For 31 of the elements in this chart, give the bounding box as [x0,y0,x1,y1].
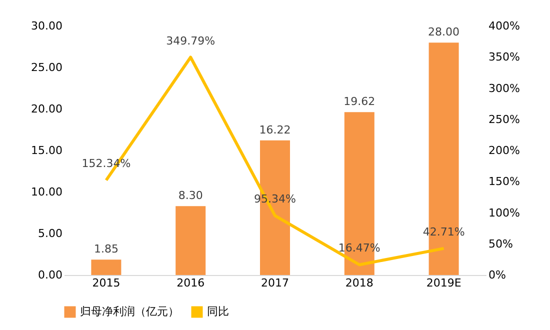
x-tick-label: 2017 [261,276,289,290]
y2-tick-label: 300% [488,82,520,95]
data-label: 1.85 [94,242,118,256]
data-label: 19.62 [344,95,376,108]
y-tick-label: 30.00 [31,20,62,32]
y2-tick-label: 150% [488,175,520,188]
x-tick-label: 2018 [345,276,374,290]
y2-tick-label: 100% [488,206,520,220]
bar [176,206,206,275]
y-tick-label: 10.00 [31,186,62,198]
y2-tick-label: 50% [488,237,513,250]
y2-tick-label: 250% [488,112,520,126]
x-tick-label: 2019E [426,276,462,290]
legend-label: 同比 [207,305,229,318]
data-label: 8.30 [178,189,203,202]
y-tick-label: 0.00 [38,268,62,282]
data-label: 16.22 [259,123,291,136]
data-label: 28.00 [428,26,460,39]
data-label: 349.79% [166,34,216,48]
y2-tick-label: 0% [488,268,506,282]
y2-tick-label: 200% [488,144,520,157]
y2-tick-label: 400% [488,20,520,32]
x-tick-label: 2015 [92,276,120,290]
y2-tick-label: 350% [488,50,520,64]
y-tick-label: 25.00 [31,61,62,74]
y-tick-label: 5.00 [38,227,62,240]
legend-label: 归母净利润（亿元） [80,305,179,318]
x-tick-label: 2016 [176,276,205,290]
y-tick-label: 20.00 [31,102,62,116]
y-tick-label: 15.00 [31,144,62,157]
bar [91,260,122,275]
